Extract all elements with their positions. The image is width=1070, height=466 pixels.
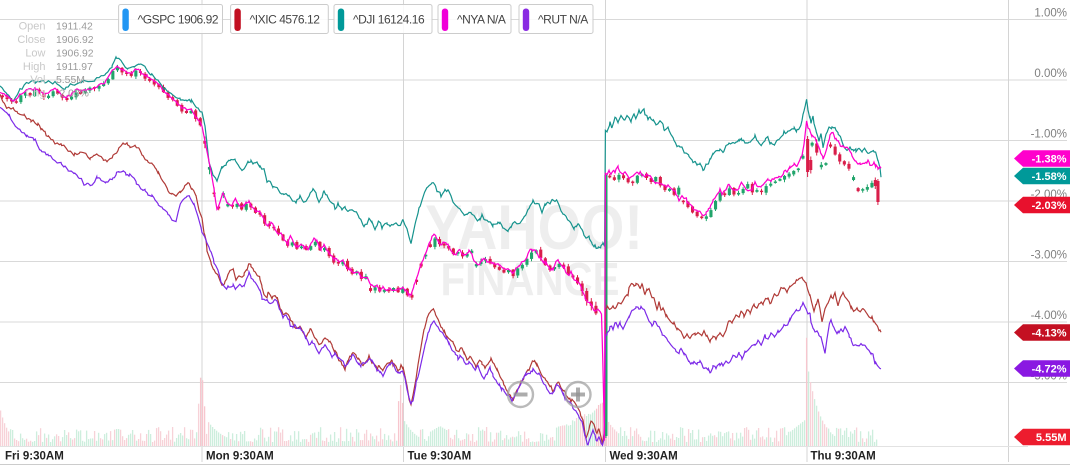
svg-text:Fri 9:30AM: Fri 9:30AM bbox=[5, 451, 64, 463]
svg-text:^RUT N/A: ^RUT N/A bbox=[538, 13, 588, 27]
svg-text:1911.42: 1911.42 bbox=[56, 22, 93, 33]
svg-text:Chg: Chg bbox=[25, 88, 45, 100]
svg-text:-1.00%: -1.00% bbox=[1031, 128, 1067, 140]
svg-text:Open: Open bbox=[19, 21, 46, 33]
svg-text:-4.72%: -4.72% bbox=[1032, 364, 1067, 376]
svg-text:1.00%: 1.00% bbox=[1034, 7, 1067, 19]
svg-text:5.55M: 5.55M bbox=[1036, 432, 1067, 444]
svg-text:1911.97: 1911.97 bbox=[56, 62, 93, 73]
svg-text:-1.58%: -1.58% bbox=[1032, 171, 1067, 183]
svg-text:^NYA N/A: ^NYA N/A bbox=[457, 13, 506, 27]
svg-text:-1.38%: -1.38% bbox=[1032, 154, 1067, 166]
svg-text:Tue 9:30AM: Tue 9:30AM bbox=[408, 451, 472, 463]
svg-text:-4.13%: -4.13% bbox=[1032, 328, 1067, 340]
svg-text:5.55M: 5.55M bbox=[56, 75, 85, 86]
svg-text:High: High bbox=[23, 61, 46, 73]
svg-text:1906.92: 1906.92 bbox=[56, 48, 94, 59]
svg-text:FINANCE: FINANCE bbox=[441, 253, 620, 305]
svg-text:Thu 9:30AM: Thu 9:30AM bbox=[811, 451, 876, 463]
svg-text:Close: Close bbox=[17, 34, 45, 46]
svg-text:^IXIC 4576.12: ^IXIC 4576.12 bbox=[250, 13, 321, 27]
svg-text:^DJI 16124.16: ^DJI 16124.16 bbox=[353, 13, 425, 27]
svg-text:Wed 9:30AM: Wed 9:30AM bbox=[610, 451, 678, 463]
svg-text:Low: Low bbox=[25, 47, 45, 59]
svg-text:-4.00%: -4.00% bbox=[1031, 310, 1067, 322]
svg-text:Mon 9:30AM: Mon 9:30AM bbox=[206, 451, 274, 463]
svg-text:-2.03%: -2.03% bbox=[56, 89, 89, 100]
svg-text:-2.03%: -2.03% bbox=[1032, 200, 1067, 212]
svg-text:0.00%: 0.00% bbox=[1034, 68, 1067, 80]
svg-text:^GSPC 1906.92: ^GSPC 1906.92 bbox=[138, 13, 219, 27]
svg-text:1906.92: 1906.92 bbox=[56, 35, 94, 46]
svg-text:Vol: Vol bbox=[30, 74, 45, 86]
svg-text:-3.00%: -3.00% bbox=[1031, 249, 1067, 261]
